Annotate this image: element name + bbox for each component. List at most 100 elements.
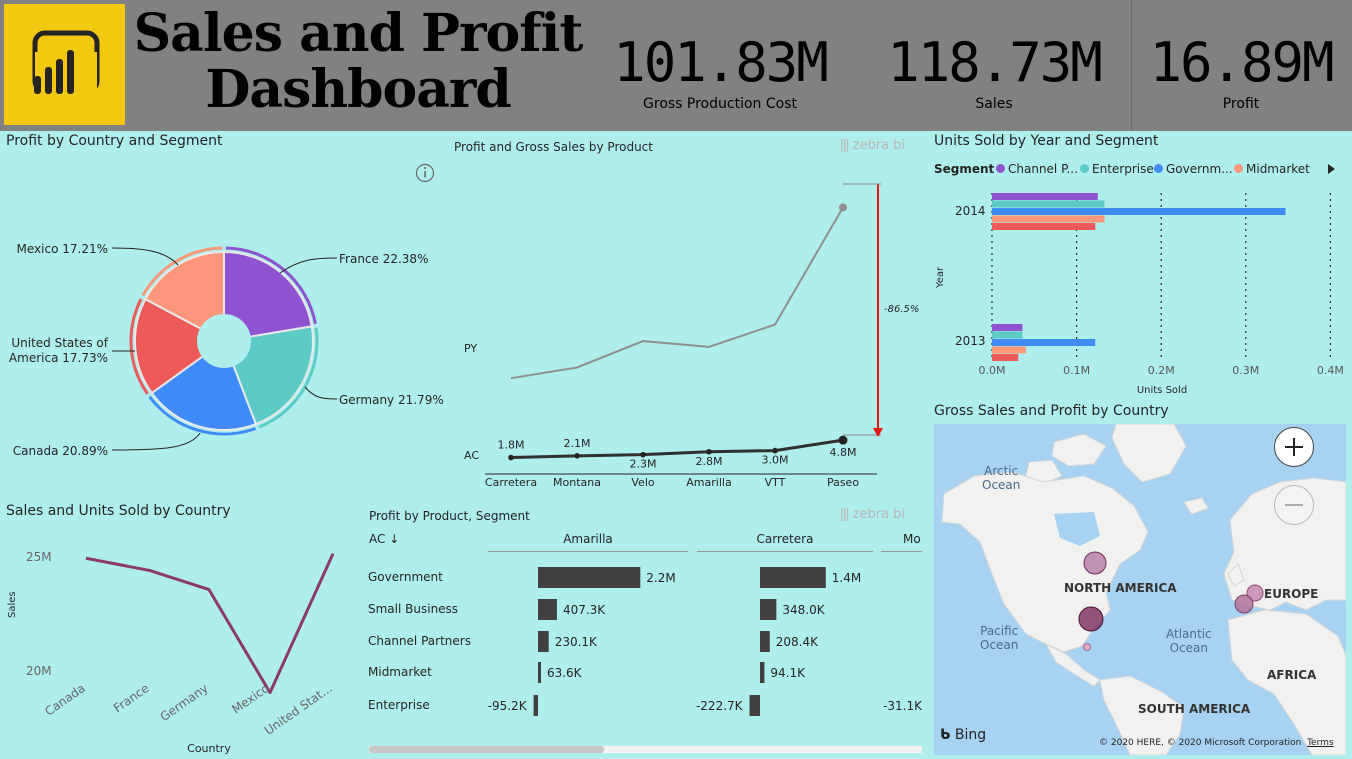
sales-series [85, 553, 335, 695]
category-label: Germany [158, 681, 211, 724]
category-label: Carretera [485, 476, 537, 489]
legend-item[interactable]: Channel P... [996, 162, 1078, 176]
profit-bar[interactable] [749, 695, 760, 716]
horizontal-scrollbar[interactable] [369, 746, 922, 753]
x-tick-labels: 0.0M 0.1M 0.2M 0.3M 0.4M [979, 364, 1344, 377]
pie-label-germany: Germany 21.79% [339, 393, 444, 407]
map-title: Gross Sales and Profit by Country [934, 403, 1169, 419]
profit-bar[interactable] [538, 567, 641, 588]
sales-line[interactable] [85, 553, 335, 695]
profit-bar-label: 230.1K [555, 635, 598, 649]
bar-enterprise-2013[interactable] [992, 331, 1023, 339]
profit-bar-label: 407.3K [563, 603, 606, 617]
terms-link[interactable]: Terms [1307, 738, 1334, 748]
ac-point[interactable] [772, 447, 778, 454]
column-header-mo[interactable]: Mo [903, 532, 921, 546]
column-header-carretera[interactable]: Carretera [756, 532, 814, 546]
ac-data-label: 1.8M [498, 439, 525, 452]
pie-label-usa-line1: United States of [11, 336, 108, 350]
profit-bar[interactable] [760, 599, 777, 620]
bing-icon: ᑲ Bing [940, 727, 987, 743]
profit-bar-label: -31.1K [883, 699, 923, 713]
year-label-2013: 2013 [955, 334, 986, 348]
info-icon[interactable] [415, 163, 435, 183]
ac-point[interactable] [838, 435, 848, 445]
bubble-mexico[interactable] [1083, 643, 1091, 651]
column-header-amarilla[interactable]: Amarilla [563, 532, 613, 546]
legend-item[interactable]: Midmarket [1234, 162, 1310, 176]
bubble-germany[interactable] [1246, 584, 1264, 602]
chevron-right-icon[interactable] [1326, 162, 1336, 179]
x-tick-label: 0.3M [1232, 364, 1259, 377]
map-canvas[interactable]: Arctic Ocean NORTH AMERICA EUROPE Pacific… [934, 424, 1346, 755]
bar-midmarket-2014[interactable] [992, 215, 1105, 223]
row-label-small-business: Small Business [368, 602, 459, 616]
bar-small-business-2013[interactable] [992, 354, 1019, 361]
legend-item[interactable]: Enterprise [1080, 162, 1154, 176]
bar-midmarket-2013[interactable] [992, 346, 1026, 354]
pie-slices [129, 246, 319, 436]
profit-bar[interactable] [760, 567, 826, 588]
profit-bar-label: 208.4K [776, 635, 819, 649]
bar-enterprise-2014[interactable] [992, 200, 1105, 208]
bar-small-business-2014[interactable] [992, 223, 1096, 230]
line-chart-title: Sales and Units Sold by Country [6, 503, 231, 519]
x-tick-label: 0.4M [1317, 364, 1344, 377]
bar-chart[interactable]: 0.0M 0.1M 0.2M 0.3M 0.4M 2014 2013 Year Unit… [930, 185, 1350, 400]
profit-bar[interactable] [538, 631, 549, 652]
pie-slice-france[interactable] [223, 250, 313, 343]
kpi-card-gross-production-cost[interactable]: 101.83M Gross Production Cost [610, 0, 830, 131]
legend-item[interactable]: Governm... [1154, 162, 1233, 176]
category-label: France [111, 681, 152, 715]
category-label: Amarilla [686, 476, 731, 489]
bar-channel-partners-2014[interactable] [992, 193, 1098, 200]
y-tick-25m: 25M [26, 550, 52, 564]
bubble-canada[interactable] [1083, 551, 1107, 575]
ac-point[interactable] [640, 451, 646, 458]
bar-series [992, 193, 1286, 361]
bar-government-2013[interactable] [992, 339, 1096, 346]
ac-series [508, 435, 848, 461]
profit-bar[interactable] [538, 599, 557, 620]
category-label: Paseo [827, 476, 859, 489]
profit-bar[interactable] [760, 662, 765, 683]
kpi-label: Sales [975, 96, 1013, 112]
minus-icon[interactable] [1274, 485, 1314, 525]
watermark-text: zebra bi [852, 138, 906, 153]
pie-slice-rim [141, 246, 223, 297]
profit-bar-label: 348.0K [782, 603, 825, 617]
map-land [941, 424, 1346, 755]
profit-bar-label: -95.2K [488, 699, 528, 713]
bar-government-2014[interactable] [992, 208, 1286, 215]
ac-point[interactable] [574, 453, 580, 459]
ac-series-label: AC [464, 449, 479, 462]
pie-chart[interactable]: France 22.38% Germany 21.79% Canada 20.8… [0, 155, 450, 475]
kpi-card-sales[interactable]: 118.73M Sales [878, 0, 1110, 131]
pie-chart-title: Profit by Country and Segment [6, 133, 223, 149]
profit-bar-series: 2.2M 407.3K 230.1K 63.6K -95.2K 1.4M 348.0K 208… [488, 567, 923, 716]
year-label-2014: 2014 [955, 204, 986, 218]
pie-slice-rim [258, 327, 319, 429]
profit-bar[interactable] [538, 662, 541, 683]
variance-chart[interactable]: 1.8M 2.1M 2.3M 2.8M 3.0M 4.8M Carretera Montan… [450, 160, 930, 500]
label-north-america: NORTH AMERICA [1064, 581, 1177, 595]
pie-slice-united-states-of-america[interactable] [134, 297, 226, 395]
label-south-america: SOUTH AMERICA [1138, 702, 1251, 716]
profit-bars[interactable]: 2.2M 407.3K 230.1K 63.6K -95.2K 1.4M 348.0K 208… [440, 560, 925, 720]
ac-data-label: 2.8M [696, 455, 723, 468]
ac-point[interactable] [508, 454, 514, 461]
bubble-france[interactable] [1234, 594, 1254, 614]
scrollbar-thumb[interactable] [369, 746, 604, 753]
bubble-united-states[interactable] [1078, 606, 1104, 632]
bar-channel-partners-2013[interactable] [992, 324, 1023, 331]
plus-icon[interactable] [1274, 427, 1314, 467]
column-divider [881, 551, 922, 552]
profit-bar[interactable] [533, 695, 538, 716]
profit-bar[interactable] [760, 631, 770, 652]
column-divider [488, 551, 688, 552]
ac-point[interactable] [706, 448, 712, 455]
kpi-card-profit[interactable]: 16.89M Profit [1140, 0, 1342, 131]
sort-header-ac[interactable]: AC ↓ [369, 532, 400, 546]
category-label: Canada [42, 681, 87, 719]
